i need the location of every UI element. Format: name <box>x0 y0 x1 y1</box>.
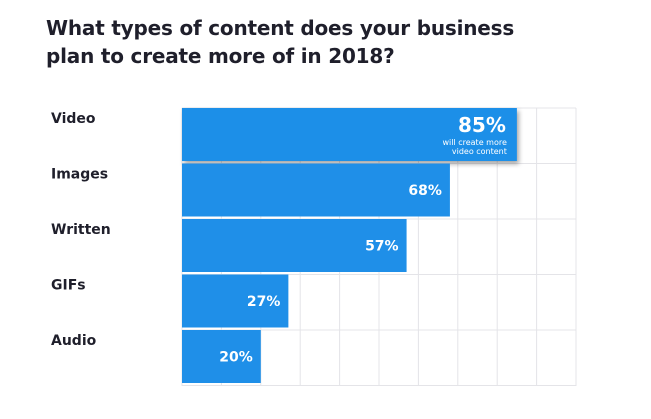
value-label-video: 85% <box>458 113 506 137</box>
chart-title: What types of content does your business… <box>46 16 515 68</box>
value-label-written: 57% <box>365 239 399 255</box>
category-label-written: Written <box>51 222 111 238</box>
value-label-audio: 20% <box>219 350 253 366</box>
bar-written <box>182 219 407 272</box>
bar-audio <box>182 330 261 383</box>
bars <box>182 108 517 383</box>
category-label-audio: Audio <box>51 333 97 349</box>
category-label-gifs: GIFs <box>51 278 86 294</box>
value-label-images: 68% <box>408 183 442 199</box>
bar-images <box>182 163 450 217</box>
bar-gifs <box>182 274 289 328</box>
bar-video <box>182 108 517 161</box>
value-label-gifs: 27% <box>247 294 281 310</box>
category-label-video: Video <box>51 111 96 127</box>
annotation-line: video content <box>452 147 507 156</box>
annotation-line: will create more <box>442 138 506 147</box>
category-label-images: Images <box>51 167 108 183</box>
